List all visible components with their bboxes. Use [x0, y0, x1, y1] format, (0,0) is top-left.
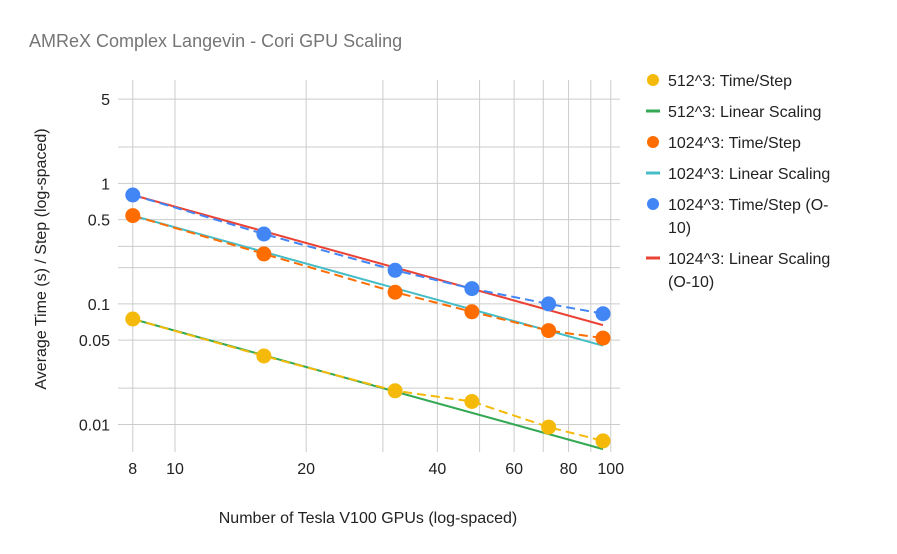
legend-label: 10)	[668, 220, 691, 237]
data-point	[464, 281, 480, 297]
series-line-1024^3: Linear Scaling (O-10)	[132, 194, 604, 327]
data-point	[125, 311, 141, 327]
legend-marker	[647, 136, 659, 148]
y-tick-label: 0.1	[88, 297, 110, 314]
legend-marker	[647, 198, 659, 210]
x-tick-label: 8	[128, 461, 137, 478]
legend-label: (O-10)	[668, 274, 714, 291]
data-point	[464, 304, 480, 320]
data-point	[125, 208, 141, 224]
data-point	[256, 246, 272, 262]
x-tick-label: 100	[597, 461, 624, 478]
legend-label: 512^3: Linear Scaling	[668, 104, 821, 121]
x-tick-label: 10	[166, 461, 184, 478]
data-point	[595, 433, 611, 449]
series-dashed-line-512^3: Time/Step	[132, 318, 604, 442]
y-axis-label: Average Time (s) / Step (log-spaced)	[33, 128, 50, 389]
y-tick-label: 0.5	[88, 213, 110, 230]
data-point	[595, 306, 611, 322]
data-point	[541, 323, 557, 339]
data-point	[387, 262, 403, 278]
chart-title: AMReX Complex Langevin - Cori GPU Scalin…	[29, 31, 402, 51]
x-tick-label: 80	[560, 461, 578, 478]
legend-label: 1024^3: Time/Step (O-	[668, 197, 828, 214]
data-point	[464, 394, 480, 409]
data-point	[125, 187, 141, 203]
x-axis-label: Number of Tesla V100 GPUs (log-spaced)	[219, 510, 518, 527]
legend-label: 1024^3: Linear Scaling	[668, 166, 830, 183]
x-tick-label: 60	[505, 461, 523, 478]
y-tick-label: 5	[101, 92, 110, 109]
grid-lines	[118, 80, 620, 452]
y-tick-label: 0.01	[79, 417, 110, 434]
legend-label: 1024^3: Linear Scaling	[668, 251, 830, 268]
data-point	[541, 296, 557, 312]
series-dashed-line-1024^3: Time/Step (O-10)	[132, 194, 604, 315]
y-tick-label: 0.05	[79, 333, 110, 350]
data-point	[541, 419, 557, 435]
data-point	[256, 348, 272, 364]
tick-labels: 8 10 20 40 60 80 100 0.01 0.05 0.1 0.5 1 5	[79, 92, 624, 478]
data-point	[387, 284, 403, 300]
series-dashed-line-1024^3: Time/Step	[132, 214, 604, 340]
legend-label: 1024^3: Time/Step	[668, 135, 801, 152]
data-point	[256, 226, 272, 242]
legend: 512^3: Time/Step 512^3: Linear Scaling 102…	[646, 73, 830, 291]
data-point	[387, 383, 403, 399]
legend-label: 512^3: Time/Step	[668, 73, 792, 90]
legend-marker	[647, 74, 659, 86]
x-tick-label: 20	[297, 461, 315, 478]
x-tick-label: 40	[428, 461, 446, 478]
series-group	[125, 187, 611, 451]
y-tick-label: 1	[101, 176, 110, 193]
data-point	[595, 330, 611, 346]
